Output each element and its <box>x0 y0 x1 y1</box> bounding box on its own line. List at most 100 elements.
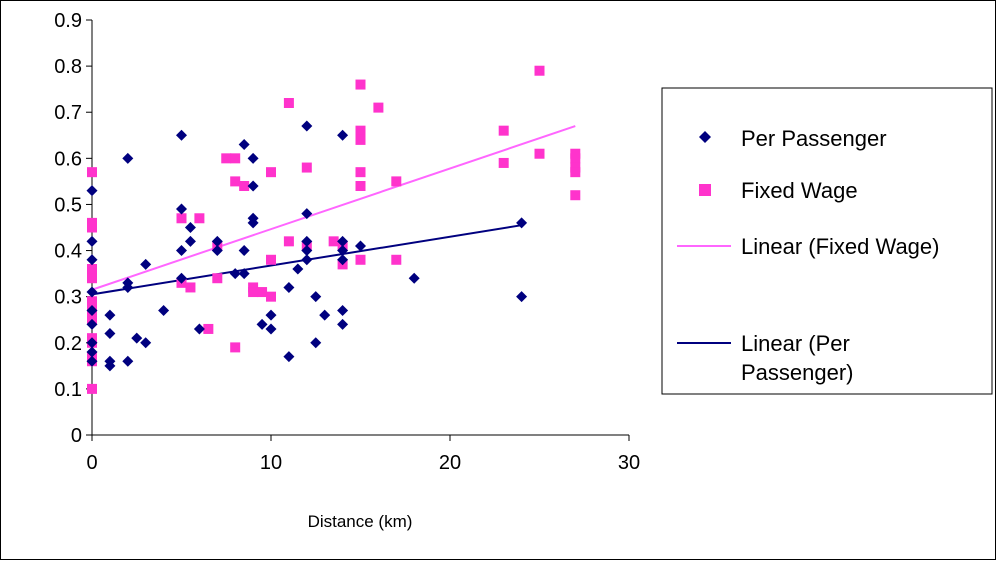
point-fixed-wage <box>87 222 97 233</box>
point-per-passenger <box>301 208 313 220</box>
y-tick-label: 0.9 <box>54 10 82 32</box>
point-per-passenger <box>247 217 259 229</box>
point-fixed-wage <box>230 176 241 187</box>
legend-linear-per-label-line1: Linear (Per <box>741 331 850 356</box>
x-tick-label: 0 <box>86 452 97 474</box>
point-fixed-wage <box>391 254 402 265</box>
point-per-passenger <box>337 254 349 266</box>
point-per-passenger <box>86 185 98 197</box>
point-fixed-wage <box>570 167 581 178</box>
point-per-passenger <box>158 305 170 316</box>
point-per-passenger <box>176 129 187 141</box>
point-fixed-wage <box>283 98 294 108</box>
point-per-passenger <box>131 332 143 344</box>
point-fixed-wage <box>176 213 187 224</box>
legend: Per Passenger Fixed Wage Linear (Fixed W… <box>661 87 993 395</box>
point-per-passenger <box>310 337 322 349</box>
x-tick-label: 30 <box>618 452 640 474</box>
point-fixed-wage <box>203 323 214 334</box>
point-fixed-wage <box>355 167 366 178</box>
point-fixed-wage <box>221 153 232 164</box>
point-fixed-wage <box>498 125 509 136</box>
point-per-passenger <box>355 240 366 252</box>
point-per-passenger <box>86 305 98 316</box>
point-per-passenger <box>104 309 116 321</box>
legend-fixed-wage-marker <box>699 184 711 196</box>
point-fixed-wage <box>87 383 97 394</box>
trendline-fixed-wage <box>91 125 576 291</box>
point-per-passenger <box>337 318 349 330</box>
point-per-passenger <box>238 139 250 150</box>
point-per-passenger <box>122 281 134 293</box>
point-fixed-wage <box>498 157 509 168</box>
point-per-passenger <box>516 217 528 229</box>
y-tick-label: 0.3 <box>54 287 82 309</box>
point-fixed-wage <box>570 190 581 201</box>
point-per-passenger <box>283 281 295 293</box>
point-per-passenger <box>319 309 331 321</box>
y-tick-label: 0 <box>71 425 82 447</box>
point-per-passenger <box>86 318 98 330</box>
point-fixed-wage <box>194 213 205 224</box>
point-per-passenger <box>301 120 313 132</box>
point-fixed-wage <box>248 287 259 298</box>
point-per-passenger <box>337 305 349 316</box>
point-per-passenger <box>229 268 241 280</box>
x-tick-label: 20 <box>439 452 461 474</box>
point-fixed-wage <box>87 273 97 284</box>
point-per-passenger <box>193 323 205 335</box>
legend-linear-per-label-line2: Passenger) <box>741 360 854 385</box>
point-fixed-wage <box>570 153 581 164</box>
point-per-passenger <box>184 222 196 233</box>
point-fixed-wage <box>355 181 366 191</box>
point-fixed-wage <box>185 282 196 293</box>
point-per-passenger <box>301 245 313 257</box>
point-fixed-wage <box>266 167 276 178</box>
legend-per-passenger-label: Per Passenger <box>741 126 887 151</box>
point-fixed-wage <box>212 273 223 284</box>
point-fixed-wage <box>283 236 294 247</box>
point-fixed-wage <box>266 291 276 302</box>
y-tick-label: 0.8 <box>54 56 82 78</box>
y-tick-label: 0.6 <box>54 148 82 170</box>
point-per-passenger <box>104 328 116 340</box>
point-per-passenger <box>176 245 187 257</box>
point-per-passenger <box>247 180 259 192</box>
y-tick-label: 0.5 <box>54 194 82 216</box>
point-fixed-wage <box>391 176 402 187</box>
point-fixed-wage <box>301 162 312 173</box>
point-per-passenger <box>301 254 313 266</box>
legend-per-passenger-marker <box>699 131 711 143</box>
point-per-passenger <box>310 291 322 303</box>
legend-linear-fixed-label: Linear (Fixed Wage) <box>741 234 939 259</box>
point-per-passenger <box>140 258 152 270</box>
point-per-passenger <box>238 268 250 280</box>
point-per-passenger <box>86 355 98 367</box>
point-per-passenger <box>238 245 250 257</box>
point-per-passenger <box>301 235 313 247</box>
point-fixed-wage <box>239 181 250 191</box>
point-per-passenger <box>337 129 349 141</box>
point-fixed-wage <box>328 236 339 247</box>
point-per-passenger <box>122 355 134 367</box>
point-fixed-wage <box>230 153 241 164</box>
point-fixed-wage <box>373 102 384 113</box>
point-per-passenger <box>176 272 187 284</box>
point-per-passenger <box>86 286 98 298</box>
point-per-passenger <box>283 351 295 363</box>
point-fixed-wage <box>230 342 241 353</box>
y-tick-label: 0.7 <box>54 102 82 124</box>
point-fixed-wage <box>534 65 545 76</box>
point-per-passenger <box>184 235 196 247</box>
x-tick-label: 10 <box>260 452 282 474</box>
point-per-passenger <box>211 235 223 247</box>
point-per-passenger <box>176 203 187 215</box>
point-per-passenger <box>408 272 420 284</box>
point-fixed-wage <box>87 167 97 178</box>
y-tick-label: 0.4 <box>54 241 82 263</box>
point-fixed-wage <box>355 125 366 136</box>
y-tick-label: 0.2 <box>54 333 82 355</box>
point-per-passenger <box>337 235 349 247</box>
